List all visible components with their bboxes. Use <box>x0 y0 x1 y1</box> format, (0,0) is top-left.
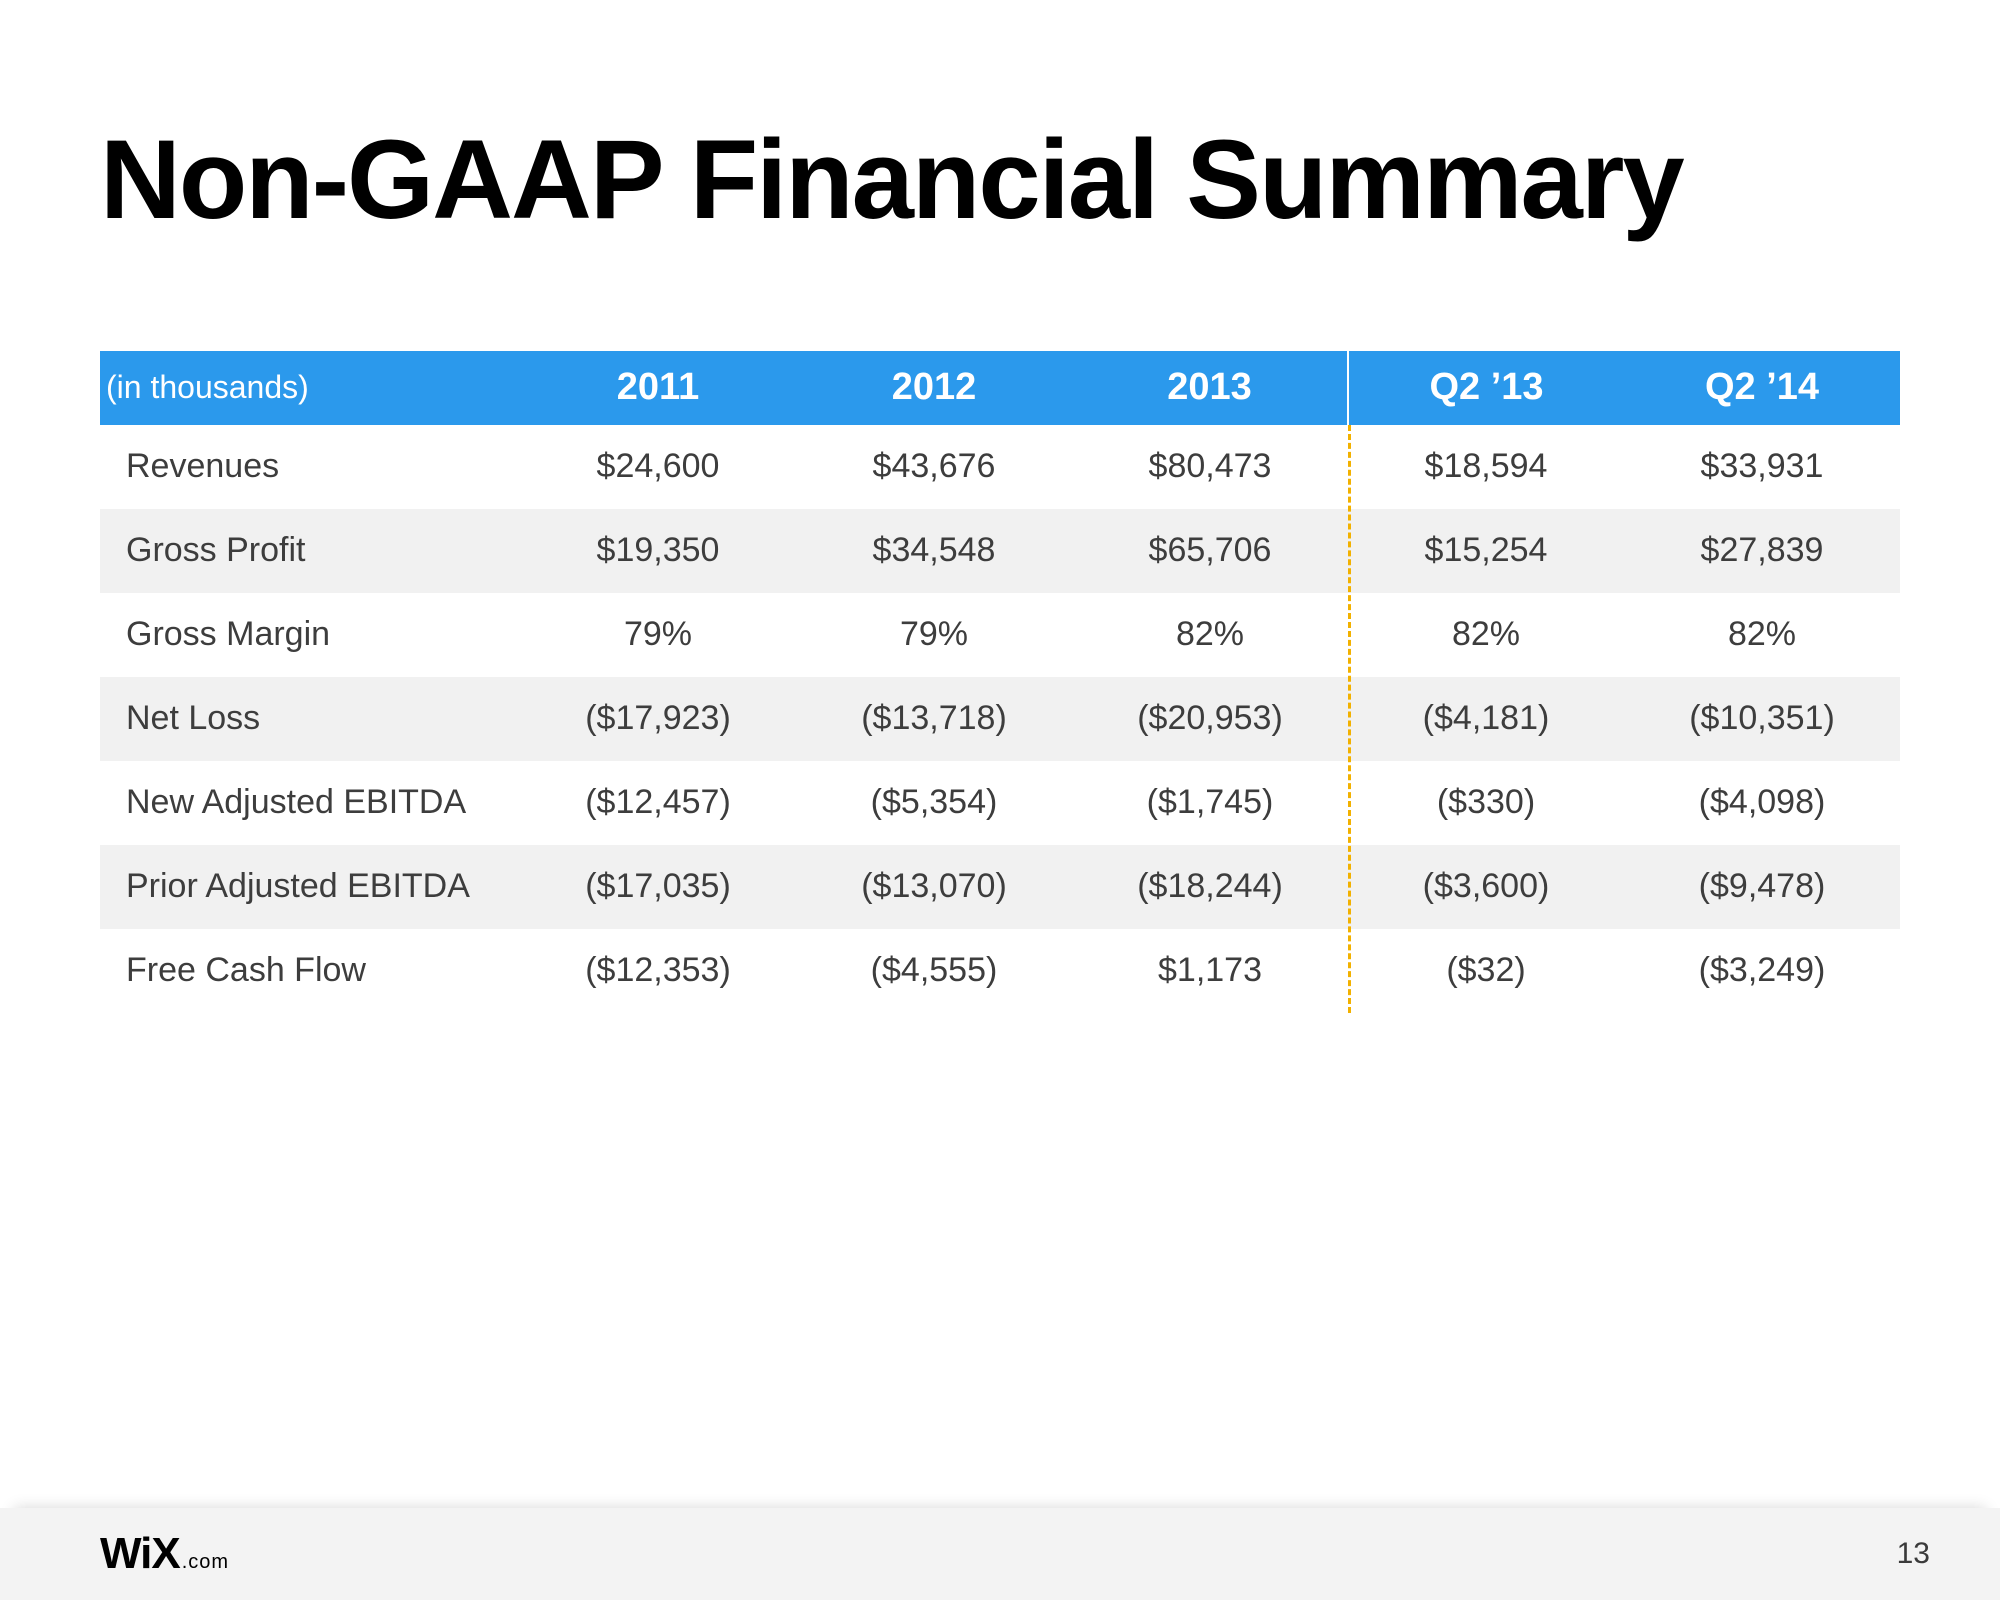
col-2012: 2012 <box>796 351 1072 425</box>
cell: ($4,555) <box>796 929 1072 1013</box>
cell: ($9,478) <box>1624 845 1900 929</box>
col-2011: 2011 <box>520 351 796 425</box>
cell: $15,254 <box>1348 509 1624 593</box>
row-label: Free Cash Flow <box>100 929 520 1013</box>
cell: $65,706 <box>1072 509 1348 593</box>
cell: ($13,070) <box>796 845 1072 929</box>
page-title: Non-GAAP Financial Summary <box>100 120 1900 241</box>
col-2013: 2013 <box>1072 351 1348 425</box>
cell: ($32) <box>1348 929 1624 1013</box>
cell: $27,839 <box>1624 509 1900 593</box>
cell: $43,676 <box>796 425 1072 509</box>
cell: ($10,351) <box>1624 677 1900 761</box>
cell: ($17,035) <box>520 845 796 929</box>
cell: 82% <box>1624 593 1900 677</box>
col-q2-13: Q2 ’13 <box>1348 351 1624 425</box>
footer: WiX .com 13 <box>0 1508 2000 1600</box>
cell: ($5,354) <box>796 761 1072 845</box>
table-row: Gross Margin 79% 79% 82% 82% 82% <box>100 593 1900 677</box>
row-label: Prior Adjusted EBITDA <box>100 845 520 929</box>
row-label: Gross Profit <box>100 509 520 593</box>
financial-table: (in thousands) 2011 2012 2013 Q2 ’13 Q2 … <box>100 351 1900 1013</box>
page-number: 13 <box>1897 1537 1930 1571</box>
row-label: New Adjusted EBITDA <box>100 761 520 845</box>
table-row: Gross Profit $19,350 $34,548 $65,706 $15… <box>100 509 1900 593</box>
row-label: Revenues <box>100 425 520 509</box>
cell: ($3,600) <box>1348 845 1624 929</box>
col-q2-14: Q2 ’14 <box>1624 351 1900 425</box>
cell: ($18,244) <box>1072 845 1348 929</box>
table-header-row: (in thousands) 2011 2012 2013 Q2 ’13 Q2 … <box>100 351 1900 425</box>
cell: 79% <box>520 593 796 677</box>
table-row: Prior Adjusted EBITDA ($17,035) ($13,070… <box>100 845 1900 929</box>
logo-main: WiX <box>100 1529 180 1579</box>
row-label: Net Loss <box>100 677 520 761</box>
cell: ($3,249) <box>1624 929 1900 1013</box>
cell: ($4,098) <box>1624 761 1900 845</box>
row-label: Gross Margin <box>100 593 520 677</box>
cell: ($13,718) <box>796 677 1072 761</box>
cell: ($20,953) <box>1072 677 1348 761</box>
cell: ($12,353) <box>520 929 796 1013</box>
slide: Non-GAAP Financial Summary (in thousands… <box>0 0 2000 1600</box>
table-row: Net Loss ($17,923) ($13,718) ($20,953) (… <box>100 677 1900 761</box>
cell: ($17,923) <box>520 677 796 761</box>
cell: $19,350 <box>520 509 796 593</box>
unit-note: (in thousands) <box>100 351 520 425</box>
table-row: Revenues $24,600 $43,676 $80,473 $18,594… <box>100 425 1900 509</box>
cell: ($12,457) <box>520 761 796 845</box>
table-row: New Adjusted EBITDA ($12,457) ($5,354) (… <box>100 761 1900 845</box>
cell: $18,594 <box>1348 425 1624 509</box>
cell: ($4,181) <box>1348 677 1624 761</box>
cell: ($330) <box>1348 761 1624 845</box>
cell: $1,173 <box>1072 929 1348 1013</box>
cell: 79% <box>796 593 1072 677</box>
wix-logo: WiX .com <box>100 1529 229 1579</box>
cell: ($1,745) <box>1072 761 1348 845</box>
cell: 82% <box>1348 593 1624 677</box>
financial-table-wrap: (in thousands) 2011 2012 2013 Q2 ’13 Q2 … <box>100 351 1900 1013</box>
cell: $80,473 <box>1072 425 1348 509</box>
table-body: Revenues $24,600 $43,676 $80,473 $18,594… <box>100 425 1900 1013</box>
cell: $34,548 <box>796 509 1072 593</box>
cell: 82% <box>1072 593 1348 677</box>
cell: $33,931 <box>1624 425 1900 509</box>
table-row: Free Cash Flow ($12,353) ($4,555) $1,173… <box>100 929 1900 1013</box>
logo-suffix: .com <box>182 1551 229 1574</box>
cell: $24,600 <box>520 425 796 509</box>
